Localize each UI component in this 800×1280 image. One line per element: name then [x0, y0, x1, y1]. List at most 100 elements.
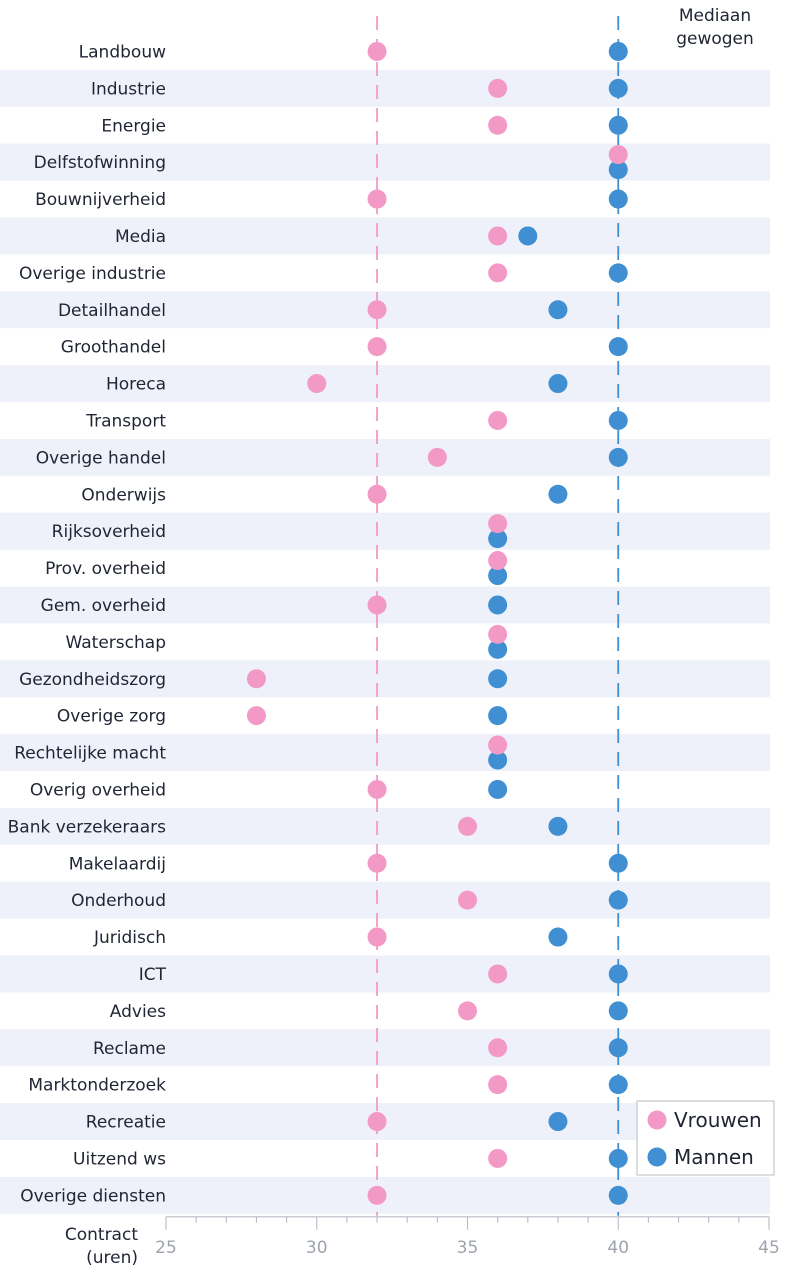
category-label-gezondheidszorg: Gezondheidszorg [19, 670, 166, 690]
point-mannen-bouwnijverheid [608, 189, 628, 209]
point-vrouwen-groothandel [367, 337, 387, 357]
point-mannen-delfstofwinning [608, 160, 628, 180]
point-vrouwen-reclame [488, 1038, 508, 1058]
row-band [0, 217, 770, 255]
x-tick-label-40: 40 [607, 1238, 629, 1258]
point-mannen-overige-zorg [488, 706, 508, 726]
point-vrouwen-onderwijs [367, 484, 387, 504]
point-vrouwen-media [488, 226, 508, 246]
category-label-horeca: Horeca [106, 375, 166, 395]
row-band [0, 143, 770, 181]
category-label-bouwnijverheid: Bouwnijverheid [35, 190, 166, 210]
category-label-groothandel: Groothandel [61, 338, 166, 358]
category-label-overige-zorg: Overige zorg [57, 707, 166, 727]
category-label-rijksoverheid: Rijksoverheid [52, 522, 166, 542]
point-mannen-transport [608, 410, 628, 430]
data-points [246, 41, 628, 1205]
category-label-juridisch: Juridisch [93, 928, 166, 948]
category-label-onderwijs: Onderwijs [81, 485, 166, 505]
point-mannen-groothandel [608, 337, 628, 357]
category-label-overig-overheid: Overig overheid [30, 780, 166, 800]
point-vrouwen-horeca [307, 374, 327, 394]
point-vrouwen-rechtelijke-macht [488, 735, 508, 755]
category-label-waterschap: Waterschap [66, 633, 166, 653]
category-label-overige-handel: Overige handel [36, 448, 166, 468]
point-vrouwen-energie [488, 115, 508, 135]
category-label-overige-industrie: Overige industrie [19, 264, 166, 284]
category-label-prov-overheid: Prov. overheid [45, 559, 166, 579]
point-mannen-horeca [548, 374, 568, 394]
category-label-landbouw: Landbouw [79, 42, 166, 62]
category-label-marktonderzoek: Marktonderzoek [28, 1076, 166, 1096]
category-label-industrie: Industrie [91, 79, 166, 99]
category-label-gem-overheid: Gem. overheid [41, 596, 166, 616]
x-tick-label-25: 25 [155, 1238, 177, 1258]
point-vrouwen-waterschap [488, 624, 508, 644]
row-band [0, 365, 770, 402]
category-label-bank-verzekeraars: Bank verzekeraars [8, 817, 167, 837]
point-vrouwen-delfstofwinning [608, 145, 628, 165]
category-label-recreatie: Recreatie [86, 1113, 166, 1133]
point-vrouwen-detailhandel [367, 300, 387, 320]
point-mannen-bank-verzekeraars [548, 816, 568, 836]
point-mannen-media [518, 226, 538, 246]
point-vrouwen-bank-verzekeraars [458, 816, 477, 836]
point-mannen-landbouw [608, 41, 628, 61]
category-label-uitzend-ws: Uitzend ws [73, 1149, 166, 1169]
point-mannen-reclame [608, 1038, 628, 1058]
point-mannen-gem-overheid [488, 595, 508, 615]
x-axis: 25 30 35 40 45 [155, 1216, 780, 1258]
legend-marker-mannen [647, 1147, 667, 1167]
x-tick-label-30: 30 [306, 1238, 328, 1258]
category-label-energie: Energie [101, 116, 166, 136]
category-label-makelaardij: Makelaardij [69, 854, 166, 874]
point-vrouwen-overig-overheid [367, 779, 387, 799]
point-vrouwen-bouwnijverheid [367, 189, 387, 209]
point-vrouwen-gem-overheid [367, 595, 387, 615]
point-vrouwen-overige-industrie [488, 263, 508, 283]
row-band [0, 660, 770, 698]
point-mannen-gezondheidszorg [488, 669, 508, 689]
row-band [0, 734, 770, 771]
point-mannen-ict [608, 964, 628, 984]
point-vrouwen-industrie [488, 78, 508, 98]
row-band [0, 1029, 770, 1067]
point-mannen-onderhoud [608, 890, 628, 910]
point-vrouwen-recreatie [367, 1112, 387, 1132]
category-label-detailhandel: Detailhandel [58, 301, 166, 321]
point-mannen-juridisch [548, 927, 568, 947]
category-labels: Landbouw Industrie Energie Delfstofwinning B… [8, 42, 167, 1206]
point-mannen-rechtelijke-macht [488, 750, 508, 770]
point-mannen-makelaardij [608, 853, 628, 873]
median-label-line-2: gewogen [676, 29, 754, 49]
category-label-media: Media [115, 227, 166, 247]
point-vrouwen-landbouw [367, 41, 387, 61]
category-label-transport: Transport [85, 411, 166, 431]
category-label-overige-diensten: Overige diensten [20, 1186, 166, 1206]
point-mannen-overige-diensten [608, 1185, 628, 1205]
row-band [0, 881, 770, 919]
legend: Vrouwen Mannen [636, 1100, 775, 1176]
point-mannen-uitzend-ws [608, 1148, 628, 1168]
row-band [0, 955, 770, 993]
x-axis-title-line-1: Contract [65, 1225, 138, 1245]
point-vrouwen-juridisch [367, 927, 387, 947]
point-vrouwen-advies [458, 1001, 477, 1021]
x-axis-title-line-2: (uren) [86, 1248, 138, 1268]
row-band [0, 512, 770, 550]
point-mannen-marktonderzoek [608, 1075, 628, 1095]
legend-marker-vrouwen [647, 1110, 667, 1130]
point-mannen-overige-handel [608, 447, 628, 467]
point-vrouwen-rijksoverheid [488, 514, 508, 534]
category-label-onderhoud: Onderhoud [71, 891, 166, 911]
point-mannen-rijksoverheid [488, 529, 508, 549]
point-vrouwen-prov-overheid [488, 551, 508, 571]
point-vrouwen-marktonderzoek [488, 1075, 508, 1095]
legend-label-vrouwen: Vrouwen [674, 1108, 762, 1132]
point-vrouwen-transport [488, 410, 508, 430]
point-mannen-prov-overheid [488, 566, 508, 586]
point-vrouwen-ict [488, 964, 508, 984]
category-label-delfstofwinning: Delfstofwinning [34, 153, 166, 173]
row-bands [0, 69, 770, 1214]
